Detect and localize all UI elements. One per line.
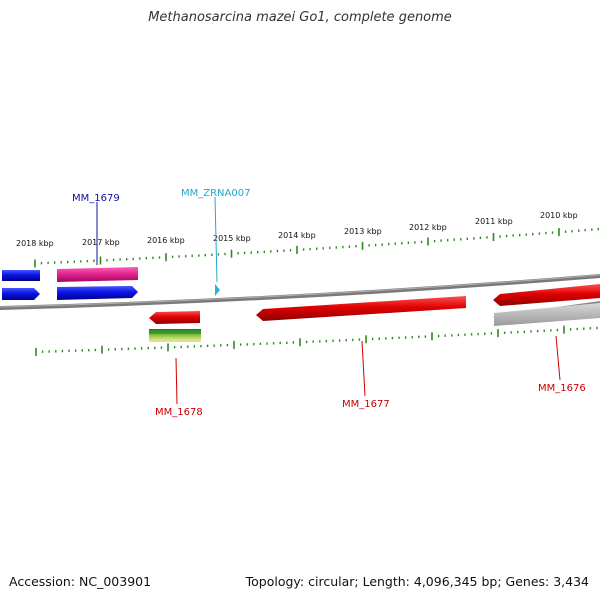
scale-labels: 2018 kbp 2017 kbp 2016 kbp 2015 kbp 2014… — [16, 211, 578, 248]
genome-backbone — [0, 274, 600, 310]
tick-label-2018: 2018 kbp — [16, 239, 54, 248]
map-title: Methanosarcina mazei Go1, complete genom… — [148, 10, 452, 25]
tick-label-2015: 2015 kbp — [213, 234, 251, 243]
gene-arrow-red-mm1678[interactable] — [149, 311, 200, 324]
tick-label-2014: 2014 kbp — [278, 231, 316, 240]
tick-label-2010: 2010 kbp — [540, 211, 578, 220]
tick-label-2012: 2012 kbp — [409, 223, 447, 232]
tick-label-2016: 2016 kbp — [147, 236, 185, 245]
gene-label-mm1677[interactable]: MM_1677 — [342, 399, 390, 410]
upper-scale-ticks — [34, 227, 599, 268]
gene-block-blue-top-left[interactable] — [2, 270, 40, 281]
lower-scale-ticks — [35, 325, 598, 356]
gene-arrow-red-mm1676[interactable] — [493, 284, 600, 306]
gene-label-mm1679[interactable]: MM_1679 — [72, 193, 120, 204]
tick-label-2011: 2011 kbp — [475, 217, 513, 226]
ncrna-marker-zrna007[interactable] — [215, 284, 220, 296]
leader-line-zrna007 — [214, 196, 218, 283]
genome-summary-text: Topology: circular; Length: 4,096,345 bp… — [245, 574, 589, 589]
tick-label-2013: 2013 kbp — [344, 227, 382, 236]
leader-line-mm1676 — [555, 335, 561, 381]
genome-backbone-highlight — [0, 274, 600, 308]
accession-text: Accession: NC_003901 — [9, 574, 152, 589]
gene-label-mm1676[interactable]: MM_1676 — [538, 383, 586, 394]
leader-line-mm1678 — [175, 357, 178, 405]
pseudogene-gray-mm1676[interactable] — [494, 303, 600, 326]
gene-stack-mm1678[interactable] — [149, 329, 201, 342]
gene-arrow-blue-mm1679[interactable] — [57, 286, 138, 300]
gene-label-zrna007[interactable]: MM_ZRNA007 — [181, 188, 250, 199]
leader-line-mm1677 — [361, 340, 366, 397]
gene-arrow-red-mm1677[interactable] — [256, 296, 466, 321]
gene-arrow-blue-left[interactable] — [2, 288, 40, 300]
rna-gene-pink-mm1679[interactable] — [57, 267, 138, 282]
gene-label-mm1678[interactable]: MM_1678 — [155, 407, 203, 418]
tick-label-2017: 2017 kbp — [82, 238, 120, 247]
